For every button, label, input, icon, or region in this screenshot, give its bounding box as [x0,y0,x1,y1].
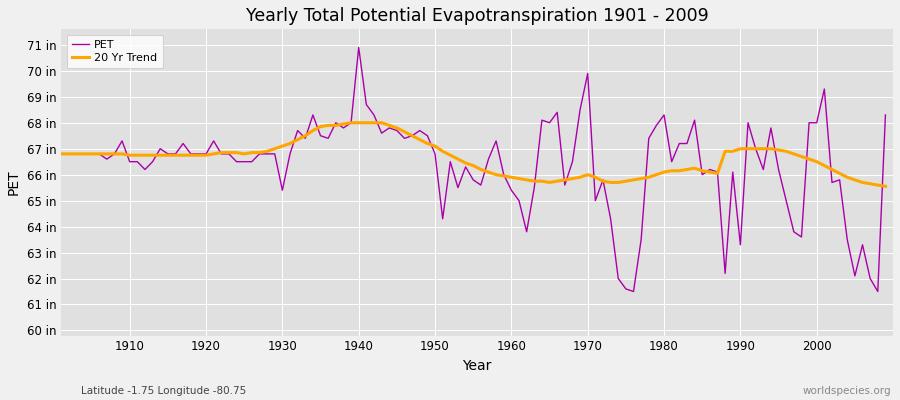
20 Yr Trend [506,175,517,180]
PET [880,112,891,117]
PET [284,152,295,156]
20 Yr Trend [880,184,891,189]
PET [354,45,364,50]
PET [506,188,517,193]
Line: 20 Yr Trend: 20 Yr Trend [61,123,886,186]
20 Yr Trend [117,152,128,156]
PET [514,198,525,203]
Text: worldspecies.org: worldspecies.org [803,386,891,396]
PET [628,289,639,294]
Y-axis label: PET: PET [7,170,21,195]
20 Yr Trend [284,141,295,146]
20 Yr Trend [330,123,341,128]
20 Yr Trend [346,120,356,125]
PET [56,152,67,156]
20 Yr Trend [514,176,525,181]
PET [330,120,341,125]
X-axis label: Year: Year [463,359,491,373]
PET [117,138,128,143]
Line: PET: PET [61,48,886,292]
Text: Latitude -1.75 Longitude -80.75: Latitude -1.75 Longitude -80.75 [81,386,247,396]
Title: Yearly Total Potential Evapotranspiration 1901 - 2009: Yearly Total Potential Evapotranspiratio… [246,7,708,25]
Legend: PET, 20 Yr Trend: PET, 20 Yr Trend [67,35,163,68]
20 Yr Trend [56,152,67,156]
PET [605,216,616,221]
20 Yr Trend [605,180,616,185]
